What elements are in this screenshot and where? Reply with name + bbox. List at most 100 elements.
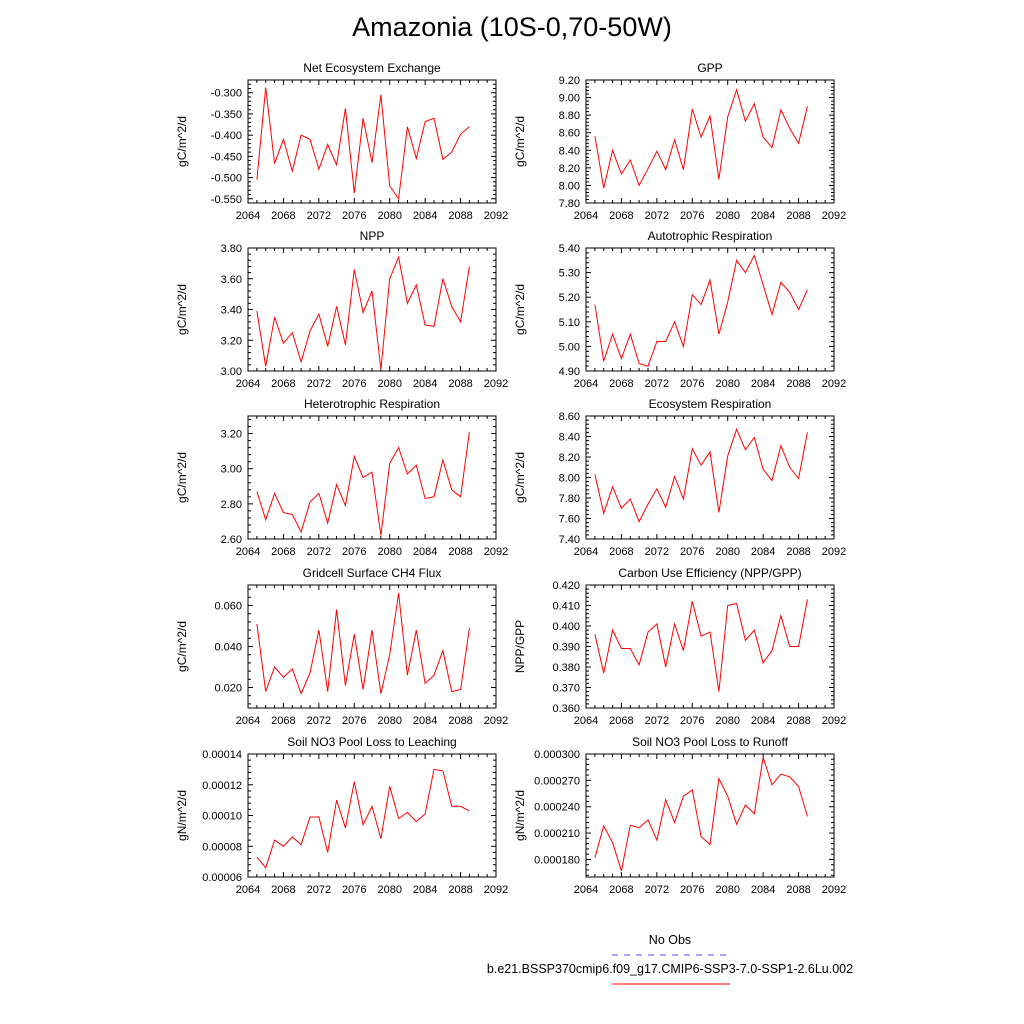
x-tick-label: 2088 <box>786 546 810 558</box>
panel-6: Gridcell Surface CH4 Flux gC/m^2/d 2064 206… <box>175 566 508 727</box>
panel-title: Soil NO3 Pool Loss to Leaching <box>287 735 456 749</box>
y-tick-label: -0.300 <box>211 88 242 100</box>
x-tick-label: 2068 <box>609 210 633 222</box>
x-tick-label: 2064 <box>236 715 260 727</box>
y-tick-label: 2.80 <box>221 499 242 511</box>
y-tick-label: 7.60 <box>559 514 580 526</box>
y-tick-label: 0.060 <box>214 601 242 613</box>
y-tick-label: 3.40 <box>221 305 242 317</box>
x-tick-label: 2092 <box>484 378 508 390</box>
panel-title: NPP <box>360 229 385 243</box>
x-tick-label: 2088 <box>448 715 472 727</box>
series-line <box>594 254 808 367</box>
y-tick-label: 8.00 <box>559 180 580 192</box>
panel-2: NPP gC/m^2/d 2064 2068 2072 2076 2080 2084 2088 2… <box>175 229 508 390</box>
x-tick-label: 2084 <box>751 715 775 727</box>
plot-frame <box>585 415 835 540</box>
y-tick-label: 0.00010 <box>202 811 242 823</box>
y-tick-label: 0.370 <box>552 683 580 695</box>
y-tick-label: 3.20 <box>221 429 242 441</box>
y-tick-label: -0.500 <box>211 173 242 185</box>
x-tick-label: 2068 <box>271 546 295 558</box>
y-tick-label: 9.20 <box>559 75 580 87</box>
y-tick-label: 8.80 <box>559 110 580 122</box>
x-tick-label: 2092 <box>484 884 508 896</box>
y-axis-label: gC/m^2/d <box>513 452 527 503</box>
series-line <box>256 255 470 370</box>
x-tick-label: 2092 <box>484 546 508 558</box>
panel-1: GPP gC/m^2/d 2064 2068 2072 2076 2080 2084 2088 2… <box>513 61 846 222</box>
y-tick-label: 0.040 <box>214 642 242 654</box>
panel-3: Autotrophic Respiration gC/m^2/d 2064 2068 2… <box>513 229 846 390</box>
y-tick-label: 8.00 <box>559 473 580 485</box>
x-tick-label: 2068 <box>609 715 633 727</box>
y-axis-label: gN/m^2/d <box>513 790 527 841</box>
y-tick-label: 0.00006 <box>202 872 242 884</box>
y-tick-label: 0.400 <box>552 621 580 633</box>
x-tick-label: 2076 <box>680 546 704 558</box>
series-line <box>594 599 808 692</box>
y-tick-label: 3.60 <box>221 274 242 286</box>
x-tick-label: 2076 <box>680 884 704 896</box>
panel-8: Soil NO3 Pool Loss to Leaching gN/m^2/d 20… <box>175 735 508 896</box>
plot-frame <box>247 79 497 204</box>
x-tick-label: 2064 <box>574 546 598 558</box>
panel-title: Soil NO3 Pool Loss to Runoff <box>632 735 789 749</box>
x-tick-label: 2092 <box>484 210 508 222</box>
x-tick-label: 2076 <box>342 546 366 558</box>
y-tick-label: 8.20 <box>559 163 580 175</box>
y-tick-label: 0.000180 <box>534 854 580 866</box>
x-tick-label: 2072 <box>307 210 331 222</box>
x-tick-label: 2076 <box>680 715 704 727</box>
x-tick-label: 2068 <box>609 378 633 390</box>
legend-model-label: b.e21.BSSP370cmip6.f09_g17.CMIP6-SSP3-7.… <box>486 962 854 976</box>
y-tick-label: 0.000270 <box>534 775 580 787</box>
x-tick-label: 2092 <box>822 546 846 558</box>
y-tick-label: 8.60 <box>559 411 580 423</box>
x-tick-label: 2084 <box>751 884 775 896</box>
y-tick-label: 3.20 <box>221 335 242 347</box>
x-tick-label: 2084 <box>751 210 775 222</box>
plot-frame <box>247 753 497 878</box>
x-tick-label: 2064 <box>236 378 260 390</box>
x-tick-label: 2084 <box>413 546 437 558</box>
y-tick-label: 0.390 <box>552 642 580 654</box>
x-tick-label: 2076 <box>680 378 704 390</box>
y-tick-label: 8.40 <box>559 145 580 157</box>
x-tick-label: 2088 <box>448 378 472 390</box>
x-tick-label: 2084 <box>413 210 437 222</box>
series-line <box>256 87 470 201</box>
y-tick-label: 0.000210 <box>534 828 580 840</box>
x-tick-label: 2084 <box>751 546 775 558</box>
y-tick-label: 7.80 <box>559 198 580 210</box>
y-tick-label: 9.00 <box>559 93 580 105</box>
x-tick-label: 2092 <box>822 884 846 896</box>
y-tick-label: -0.400 <box>211 130 242 142</box>
x-tick-label: 2084 <box>751 378 775 390</box>
y-tick-label: 0.420 <box>552 580 580 592</box>
x-tick-label: 2088 <box>448 884 472 896</box>
x-tick-label: 2080 <box>377 546 401 558</box>
y-tick-label: 3.80 <box>221 243 242 255</box>
y-axis-label: gN/m^2/d <box>175 790 189 841</box>
x-tick-label: 2064 <box>574 210 598 222</box>
x-tick-label: 2080 <box>377 715 401 727</box>
x-tick-label: 2068 <box>271 378 295 390</box>
x-tick-label: 2068 <box>609 546 633 558</box>
x-tick-label: 2064 <box>236 884 260 896</box>
series-line <box>594 427 808 523</box>
y-tick-label: 8.40 <box>559 432 580 444</box>
y-tick-label: 0.00008 <box>202 841 242 853</box>
x-tick-label: 2088 <box>786 884 810 896</box>
y-axis-label: gC/m^2/d <box>513 284 527 335</box>
x-tick-label: 2084 <box>413 378 437 390</box>
x-tick-label: 2092 <box>822 715 846 727</box>
y-tick-label: 5.20 <box>559 292 580 304</box>
y-tick-label: 5.30 <box>559 268 580 280</box>
x-tick-label: 2080 <box>715 378 739 390</box>
x-tick-label: 2072 <box>645 884 669 896</box>
y-tick-label: 7.80 <box>559 493 580 505</box>
y-axis-label: NPP/GPP <box>513 620 527 673</box>
x-tick-label: 2076 <box>342 210 366 222</box>
